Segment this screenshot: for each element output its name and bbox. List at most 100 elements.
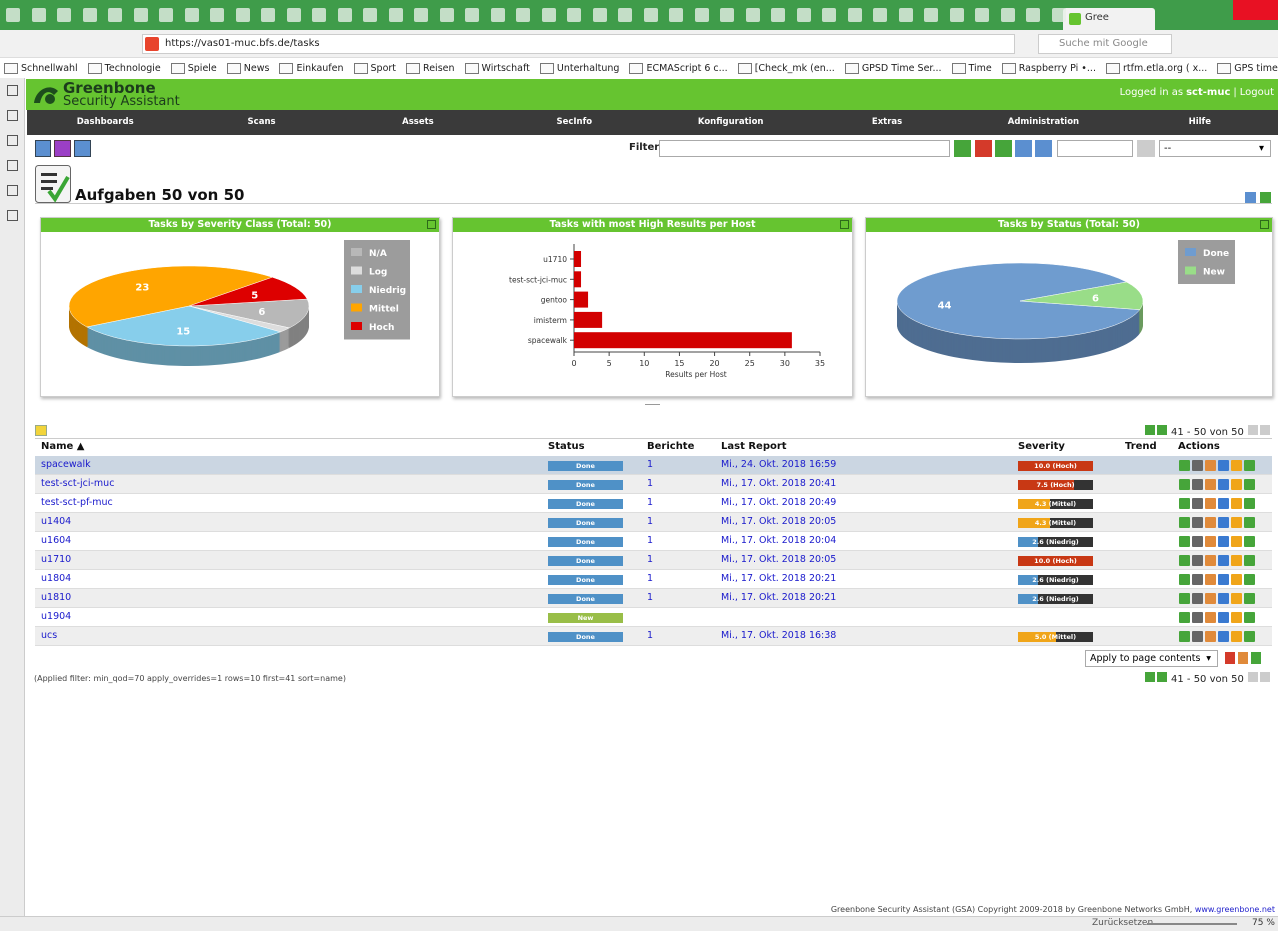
action-icon[interactable] [1231, 612, 1242, 623]
menu-item[interactable]: Konfiguration [697, 117, 764, 127]
action-icon[interactable] [1231, 631, 1242, 642]
resize-handle[interactable] [645, 404, 660, 405]
search-field[interactable]: Suche mit Google [1038, 34, 1172, 54]
action-icon[interactable] [1179, 574, 1190, 585]
bookmark[interactable]: News [226, 62, 269, 74]
bookmark[interactable]: Sport [353, 62, 396, 74]
action-icon[interactable] [1218, 631, 1229, 642]
action-icon[interactable] [1179, 536, 1190, 547]
side-icon[interactable] [7, 110, 18, 121]
action-icon[interactable] [1218, 593, 1229, 604]
action-icon[interactable] [1179, 498, 1190, 509]
column-header[interactable]: Status [548, 441, 585, 452]
tab-icon[interactable] [388, 8, 403, 22]
action-icon[interactable] [1179, 631, 1190, 642]
refresh-filter[interactable] [954, 140, 971, 157]
last-report[interactable]: Mi., 17. Okt. 2018 20:21 [721, 573, 837, 584]
tab-icon[interactable] [414, 8, 428, 22]
tab-icon[interactable] [975, 8, 989, 22]
last-report[interactable]: Mi., 17. Okt. 2018 20:21 [721, 592, 837, 603]
task-name[interactable]: u1804 [41, 573, 72, 584]
tab-icon[interactable] [949, 8, 964, 22]
bookmark[interactable]: Time [951, 62, 992, 74]
tab-icon[interactable] [184, 8, 199, 22]
tab-icon[interactable] [669, 8, 683, 22]
action-icon[interactable] [1218, 498, 1229, 509]
page-prev[interactable] [1157, 672, 1167, 682]
zoom-slider[interactable] [1147, 923, 1237, 925]
bookmark[interactable]: Raspberry Pi •... [1001, 62, 1096, 74]
action-icon[interactable] [1192, 593, 1203, 604]
report-count[interactable]: 1 [647, 592, 654, 603]
filter-name-input[interactable] [1057, 140, 1133, 157]
action-icon[interactable] [1179, 555, 1190, 566]
tab-icon[interactable] [592, 8, 607, 22]
tab-icon[interactable] [6, 8, 20, 22]
zoom-reset[interactable]: Zurücksetzen [1092, 918, 1154, 928]
tab-icon[interactable] [873, 8, 887, 22]
menu-item[interactable]: Administration [1007, 117, 1080, 127]
action-icon[interactable] [1231, 574, 1242, 585]
task-name[interactable]: u1904 [41, 611, 72, 622]
reset-filter[interactable] [975, 140, 992, 157]
bulk-export[interactable] [1251, 652, 1261, 664]
report-count[interactable]: 1 [647, 459, 654, 470]
action-icon[interactable] [1192, 631, 1203, 642]
tab-icon[interactable] [822, 8, 836, 22]
action-icon[interactable] [1218, 536, 1229, 547]
task-name[interactable]: u1710 [41, 554, 72, 565]
action-icon[interactable] [1231, 460, 1242, 471]
action-icon[interactable] [1192, 517, 1203, 528]
last-report[interactable]: Mi., 17. Okt. 2018 16:38 [721, 630, 837, 641]
export-icon[interactable] [35, 425, 47, 436]
new-task-icon[interactable] [74, 140, 91, 157]
bookmark[interactable]: Wirtschaft [464, 62, 530, 74]
tab-icon[interactable] [57, 8, 71, 22]
tab-icon[interactable] [133, 8, 148, 22]
tab-icon[interactable] [720, 8, 734, 22]
action-icon[interactable] [1205, 612, 1216, 623]
action-icon[interactable] [1231, 517, 1242, 528]
tab-icon[interactable] [694, 8, 709, 22]
filter-input[interactable] [659, 140, 950, 157]
logout-link[interactable]: Logout [1239, 87, 1274, 98]
column-header[interactable]: Berichte [647, 441, 695, 452]
action-icon[interactable] [1231, 555, 1242, 566]
side-icon[interactable] [7, 210, 18, 221]
action-icon[interactable] [1205, 593, 1216, 604]
tab-icon[interactable] [541, 8, 556, 22]
action-icon[interactable] [1205, 574, 1216, 585]
action-icon[interactable] [1179, 460, 1190, 471]
first-page-filter[interactable] [995, 140, 1012, 157]
task-name[interactable]: u1604 [41, 535, 72, 546]
last-report[interactable]: Mi., 24. Okt. 2018 16:59 [721, 459, 837, 470]
tab-icon[interactable] [745, 8, 760, 22]
side-icon[interactable] [7, 135, 18, 146]
chart-close[interactable] [427, 220, 436, 229]
bookmark[interactable]: Spiele [170, 62, 217, 74]
action-icon[interactable] [1179, 593, 1190, 604]
task-name[interactable]: ucs [41, 630, 58, 641]
help-icon[interactable] [35, 140, 51, 157]
tab-icon[interactable] [337, 8, 352, 22]
action-icon[interactable] [1231, 479, 1242, 490]
task-name[interactable]: test-sct-pf-muc [41, 497, 113, 508]
action-icon[interactable] [1244, 574, 1255, 585]
action-icon[interactable] [1205, 479, 1216, 490]
action-icon[interactable] [1218, 555, 1229, 566]
last-report[interactable]: Mi., 17. Okt. 2018 20:05 [721, 516, 837, 527]
tab-icon[interactable] [567, 8, 581, 22]
action-icon[interactable] [1218, 479, 1229, 490]
action-icon[interactable] [1205, 460, 1216, 471]
bookmark[interactable]: GPSD Time Ser... [844, 62, 942, 74]
tab-icon[interactable] [516, 8, 530, 22]
tab-icon[interactable] [108, 8, 122, 22]
tab-icon[interactable] [31, 8, 46, 22]
task-name[interactable]: u1810 [41, 592, 72, 603]
tab-icon[interactable] [490, 8, 505, 22]
task-name[interactable]: spacewalk [41, 459, 91, 470]
action-icon[interactable] [1192, 612, 1203, 623]
reset-dashboard[interactable] [1260, 192, 1271, 203]
page-prev[interactable] [1157, 425, 1167, 435]
bookmark[interactable]: ECMAScript 6 c... [629, 62, 728, 74]
